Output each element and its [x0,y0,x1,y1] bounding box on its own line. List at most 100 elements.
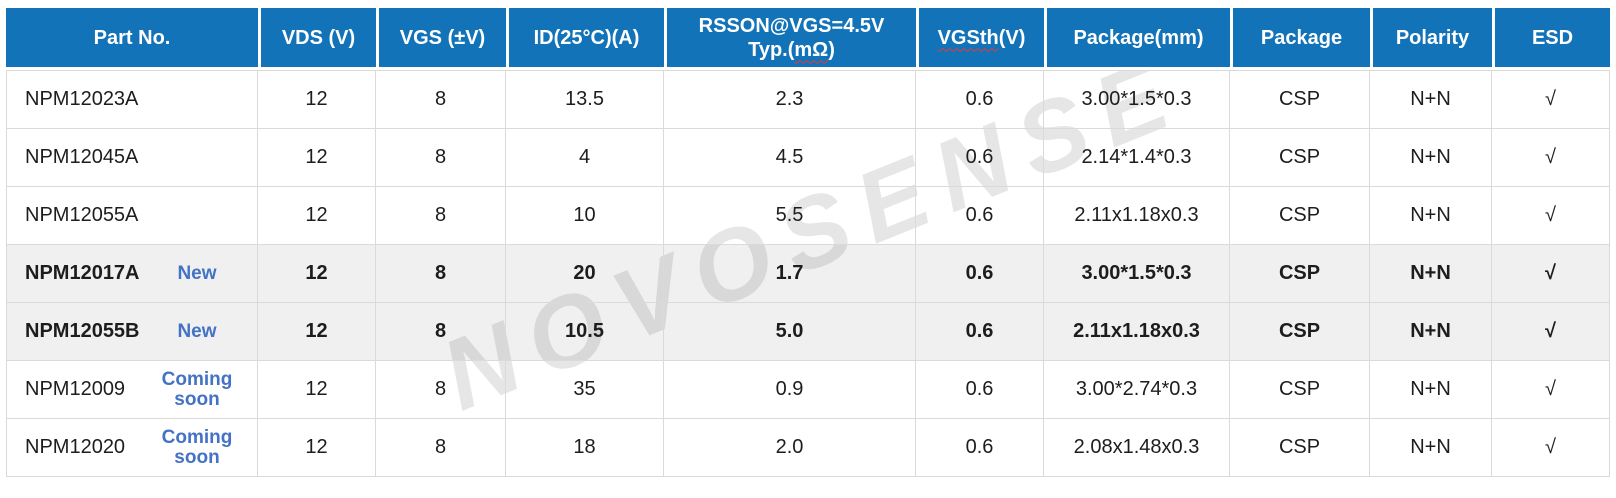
cell-part-no: NPM12055A [6,187,258,245]
header-rsson: RSSON@VGS=4.5V Typ.(mΩ) [664,8,916,70]
cell-vds: 12 [258,129,376,187]
table-row: NPM12045A 12 8 4 4.5 0.6 2.14*1.4*0.3 CS… [6,129,1610,187]
cell-polarity: N+N [1370,245,1492,303]
cell-package-mm: 2.08x1.48x0.3 [1044,419,1230,477]
new-badge: New [177,320,217,342]
header-rsson-spellcheck-word: mΩ [794,38,829,61]
cell-id-25c: 18 [506,419,664,477]
table-header-row: Part No. VDS (V) VGS (±V) ID(25°C)(A) RS… [6,8,1610,70]
table-row-coming-soon: NPM12020 Coming soon 12 8 18 2.0 0.6 2.08… [6,419,1610,477]
cell-vds: 12 [258,70,376,129]
cell-package-mm: 2.11x1.18x0.3 [1044,187,1230,245]
header-vds: VDS (V) [258,8,376,70]
header-polarity: Polarity [1370,8,1492,70]
part-number: NPM12009 [25,378,126,400]
mosfet-spec-table: Part No. VDS (V) VGS (±V) ID(25°C)(A) RS… [6,8,1610,477]
cell-package-mm: 3.00*1.5*0.3 [1044,70,1230,129]
cell-package-mm: 3.00*1.5*0.3 [1044,245,1230,303]
header-rsson-line2: Typ.(mΩ) [748,38,835,61]
cell-package: CSP [1230,245,1370,303]
cell-id-25c: 20 [506,245,664,303]
cell-package: CSP [1230,303,1370,361]
cell-part-no: NPM12020 Coming soon [6,419,258,477]
cell-vgs: 8 [376,303,506,361]
cell-rsson: 2.3 [664,70,916,129]
part-number: NPM12020 [25,436,126,458]
cell-part-no: NPM12023A [6,70,258,129]
cell-vds: 12 [258,245,376,303]
cell-vgsth: 0.6 [916,361,1044,419]
cell-part-no: NPM12017A New [6,245,258,303]
cell-vgs: 8 [376,245,506,303]
cell-polarity: N+N [1370,361,1492,419]
cell-rsson: 5.0 [664,303,916,361]
cell-polarity: N+N [1370,303,1492,361]
table-row-new: NPM12017A New 12 8 20 1.7 0.6 3.00*1.5*0.… [6,245,1610,303]
cell-package: CSP [1230,129,1370,187]
header-id-25c: ID(25°C)(A) [506,8,664,70]
cell-esd-checkmark: √ [1492,419,1610,477]
cell-vgsth: 0.6 [916,187,1044,245]
cell-part-no: NPM12009 Coming soon [6,361,258,419]
cell-vgs: 8 [376,129,506,187]
cell-polarity: N+N [1370,129,1492,187]
cell-vgs: 8 [376,70,506,129]
header-package-mm: Package(mm) [1044,8,1230,70]
header-vgs: VGS (±V) [376,8,506,70]
part-number: NPM12017A [25,262,140,284]
cell-id-25c: 10 [506,187,664,245]
cell-vgsth: 0.6 [916,303,1044,361]
cell-vgsth: 0.6 [916,419,1044,477]
cell-package-mm: 2.14*1.4*0.3 [1044,129,1230,187]
cell-package: CSP [1230,187,1370,245]
table-row: NPM12023A 12 8 13.5 2.3 0.6 3.00*1.5*0.3… [6,70,1610,129]
cell-package-mm: 2.11x1.18x0.3 [1044,303,1230,361]
cell-id-25c: 13.5 [506,70,664,129]
cell-rsson: 1.7 [664,245,916,303]
cell-vds: 12 [258,419,376,477]
cell-polarity: N+N [1370,419,1492,477]
cell-rsson: 2.0 [664,419,916,477]
header-rsson-line1: RSSON@VGS=4.5V [698,14,885,37]
header-esd: ESD [1492,8,1610,70]
part-number: NPM12023A [25,88,139,110]
part-number: NPM12045A [25,146,139,168]
cell-vgs: 8 [376,187,506,245]
cell-vgsth: 0.6 [916,70,1044,129]
cell-part-no: NPM12055B New [6,303,258,361]
cell-esd-checkmark: √ [1492,70,1610,129]
cell-esd-checkmark: √ [1492,129,1610,187]
coming-soon-badge: Coming soon [161,426,233,468]
cell-id-25c: 4 [506,129,664,187]
table-row: NPM12055A 12 8 10 5.5 0.6 2.11x1.18x0.3 … [6,187,1610,245]
cell-id-25c: 10.5 [506,303,664,361]
part-number: NPM12055B [25,320,140,342]
cell-vds: 12 [258,361,376,419]
cell-part-no: NPM12045A [6,129,258,187]
cell-rsson: 0.9 [664,361,916,419]
cell-esd-checkmark: √ [1492,303,1610,361]
cell-vgs: 8 [376,419,506,477]
cell-id-25c: 35 [506,361,664,419]
part-number: NPM12055A [25,204,139,226]
cell-esd-checkmark: √ [1492,361,1610,419]
cell-rsson: 5.5 [664,187,916,245]
cell-package: CSP [1230,361,1370,419]
cell-vgs: 8 [376,361,506,419]
cell-vgsth: 0.6 [916,129,1044,187]
cell-rsson: 4.5 [664,129,916,187]
coming-soon-badge: Coming soon [161,368,233,410]
cell-vds: 12 [258,187,376,245]
table-row-new: NPM12055B New 12 8 10.5 5.0 0.6 2.11x1.18… [6,303,1610,361]
header-vgsth-spellcheck-word: VGSth [937,26,999,49]
header-vgsth: VGSth(V) [916,8,1044,70]
cell-package: CSP [1230,70,1370,129]
cell-polarity: N+N [1370,70,1492,129]
cell-vds: 12 [258,303,376,361]
cell-esd-checkmark: √ [1492,245,1610,303]
cell-polarity: N+N [1370,187,1492,245]
cell-vgsth: 0.6 [916,245,1044,303]
cell-package: CSP [1230,419,1370,477]
header-package: Package [1230,8,1370,70]
